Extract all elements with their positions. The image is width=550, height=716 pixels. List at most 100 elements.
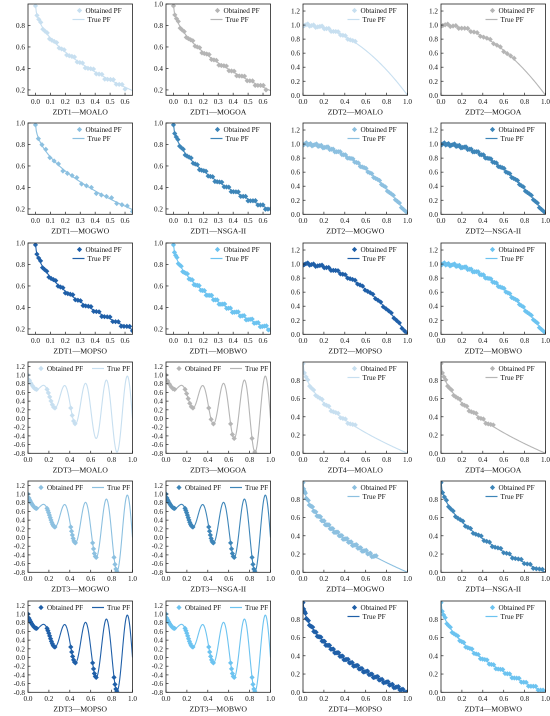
obtained-pf-point xyxy=(460,639,466,645)
legend-obtained-label: Obtained PF xyxy=(498,484,534,492)
legend-obtained-label: Obtained PF xyxy=(85,126,121,134)
obtained-pf-point xyxy=(172,252,178,258)
y-tick-label: 0.2 xyxy=(16,406,25,414)
x-tick-label: 0.8 xyxy=(382,98,391,106)
x-tick-label: 0.0 xyxy=(436,217,445,225)
x-tick-label: 0.0 xyxy=(168,98,177,106)
x-tick-label: 0.0 xyxy=(24,575,33,583)
obtained-pf-point xyxy=(342,33,348,39)
x-tick-label: 0.1 xyxy=(46,98,55,106)
true-pf-line xyxy=(303,263,408,334)
plot-frame xyxy=(27,480,133,573)
x-tick-label: 0.4 xyxy=(340,694,349,702)
y-tick-label: 0.2 xyxy=(429,197,438,205)
x-tick-label: 1.0 xyxy=(403,336,412,344)
chart-zdt1-nsga-ii: 0.0 0.1 0.2 0.3 0.4 0.5 0.6 0.2 0.4 0.6 0.8 1.0 ZDT1… xyxy=(154,120,271,236)
legend-true-label: True PF xyxy=(107,484,130,492)
legend-obtained-label: Obtained PF xyxy=(360,603,396,611)
obtained-pf-point xyxy=(321,518,327,524)
y-tick-label: 0.4 xyxy=(154,65,163,73)
obtained-pf-point xyxy=(365,288,371,294)
obtained-pf-point xyxy=(534,200,540,206)
obtained-pf-point xyxy=(542,210,545,215)
true-pf-line xyxy=(303,24,408,96)
y-tick-label: 0.2 xyxy=(429,78,438,86)
x-tick-label: 0.5 xyxy=(106,336,115,344)
obtained-pf-point xyxy=(518,302,524,308)
obtained-pf-point xyxy=(208,416,214,422)
obtained-pf-point xyxy=(210,421,216,427)
x-tick-label: 0.6 xyxy=(258,336,267,344)
y-tick-label: 0.8 xyxy=(429,615,438,623)
x-tick-label: 0.2 xyxy=(61,336,70,344)
x-tick-label: 0.6 xyxy=(86,575,95,583)
obtained-pf-point xyxy=(502,289,509,295)
y-tick-label: 0.6 xyxy=(291,169,300,177)
obtained-pf-point xyxy=(336,649,342,655)
obtained-pf-point xyxy=(69,648,75,655)
chart-zdt3-mogwo: 0.0 0.2 0.4 0.6 0.8 1.0-0.8-0.6-0.4-0.20.00.2… xyxy=(14,480,137,593)
obtained-pf-point xyxy=(227,540,233,546)
y-tick-label: 0.8 xyxy=(291,615,300,623)
y-tick-label: -0.6 xyxy=(151,680,163,688)
obtained-pf-point xyxy=(497,546,503,552)
chart-zdt4-moalo: 0.0 0.2 0.4 0.6 0.8 1.00.00.20.40.60.8ZDT4—MO… xyxy=(291,361,412,474)
y-tick-label: 1.2 xyxy=(291,246,300,254)
x-tick-label: 0.4 xyxy=(203,694,212,702)
chart-zdt1-mopso: 0.0 0.1 0.2 0.3 0.4 0.5 0.6 0.2 0.4 0.6 0.8 1.0 ZDT1… xyxy=(16,239,133,355)
obtained-pf-point xyxy=(88,303,94,309)
y-tick-label: 0.8 xyxy=(429,274,438,282)
obtained-pf-point xyxy=(486,539,492,545)
chart-zdt4-mopso: 0.0 0.2 0.4 0.6 0.8 1.00.00.20.40.60.8ZDT4—MO… xyxy=(291,600,412,713)
x-tick-label: 1.0 xyxy=(541,575,550,583)
subplot-caption: ZDT3—MOGWO xyxy=(51,584,109,593)
plot-frame xyxy=(165,3,271,96)
true-pf-line xyxy=(303,600,408,692)
x-tick-label: 0.2 xyxy=(457,694,466,702)
y-tick-label: 0.4 xyxy=(291,532,300,540)
obtained-pf-point xyxy=(263,322,269,328)
obtained-pf-point xyxy=(112,561,118,568)
obtained-pf-point xyxy=(467,29,473,35)
obtained-pf-point xyxy=(108,195,115,201)
legend-diamond-icon xyxy=(38,604,44,610)
legend-obtained-label: Obtained PF xyxy=(47,484,83,492)
plot-frame xyxy=(27,361,133,454)
legend-true-label: True PF xyxy=(244,484,267,492)
y-tick-label: 0.0 xyxy=(154,534,163,542)
subplot-caption: ZDT3—NSGA-II xyxy=(190,584,246,593)
legend-diamond-icon xyxy=(489,127,495,133)
legend-true-label: True PF xyxy=(500,612,523,620)
chart-zdt4-mobwo: 0.0 0.2 0.4 0.6 0.8 1.0 0.0 0.2 0.4 0.6 0.8 ZDT4—MO… xyxy=(429,600,550,713)
x-tick-label: 0.8 xyxy=(107,575,116,583)
legend-diamond-icon xyxy=(175,485,182,491)
plot-frame xyxy=(440,361,546,454)
obtained-pf-point xyxy=(49,640,55,646)
obtained-pf-point xyxy=(455,25,461,31)
y-tick-label: 0.2 xyxy=(16,86,25,94)
subplot-caption: ZDT2—MOALO xyxy=(328,107,384,116)
x-tick-label: 0.2 xyxy=(319,694,328,702)
legend-diamond-icon xyxy=(214,127,220,133)
x-tick-label: 0.6 xyxy=(361,217,370,225)
y-tick-label: 0.0 xyxy=(16,415,25,423)
subplot-caption: ZDT4—MOPSO xyxy=(328,704,382,713)
x-tick-label: 0.6 xyxy=(361,575,370,583)
obtained-pf-point xyxy=(59,46,65,52)
obtained-pf-point xyxy=(470,29,477,35)
x-tick-label: 1.0 xyxy=(128,456,137,464)
y-tick-label: -0.8 xyxy=(14,450,26,458)
obtained-pf-point xyxy=(184,270,190,277)
obtained-pf-point xyxy=(259,202,266,208)
legend-diamond-icon xyxy=(38,485,44,491)
obtained-pf-point xyxy=(252,82,258,89)
obtained-pf-point xyxy=(483,656,490,663)
x-tick-label: 0.8 xyxy=(107,694,116,702)
x-tick-label: 0.3 xyxy=(76,217,85,225)
y-tick-label: 0.6 xyxy=(154,508,163,516)
chart-zdt3-mogoa: 0.0 0.2 0.4 0.6 0.8 1.0-0.8-0.6-0.4-0.20.00.2… xyxy=(151,361,275,474)
x-tick-label: 0.8 xyxy=(520,694,529,702)
obtained-pf-point xyxy=(114,687,120,692)
